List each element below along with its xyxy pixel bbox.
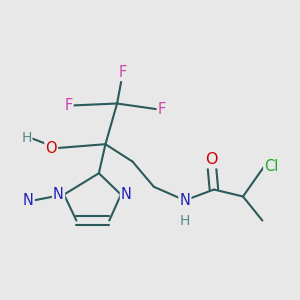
Text: F: F xyxy=(119,65,127,80)
Text: O: O xyxy=(45,141,57,156)
Text: N: N xyxy=(23,193,34,208)
Text: N: N xyxy=(53,187,64,202)
Text: F: F xyxy=(158,102,166,117)
Text: H: H xyxy=(22,131,32,146)
Text: Cl: Cl xyxy=(264,159,279,174)
Text: F: F xyxy=(64,98,73,113)
Text: H: H xyxy=(180,214,190,227)
Text: O: O xyxy=(205,152,217,167)
Text: N: N xyxy=(121,187,132,202)
Text: N: N xyxy=(179,193,190,208)
